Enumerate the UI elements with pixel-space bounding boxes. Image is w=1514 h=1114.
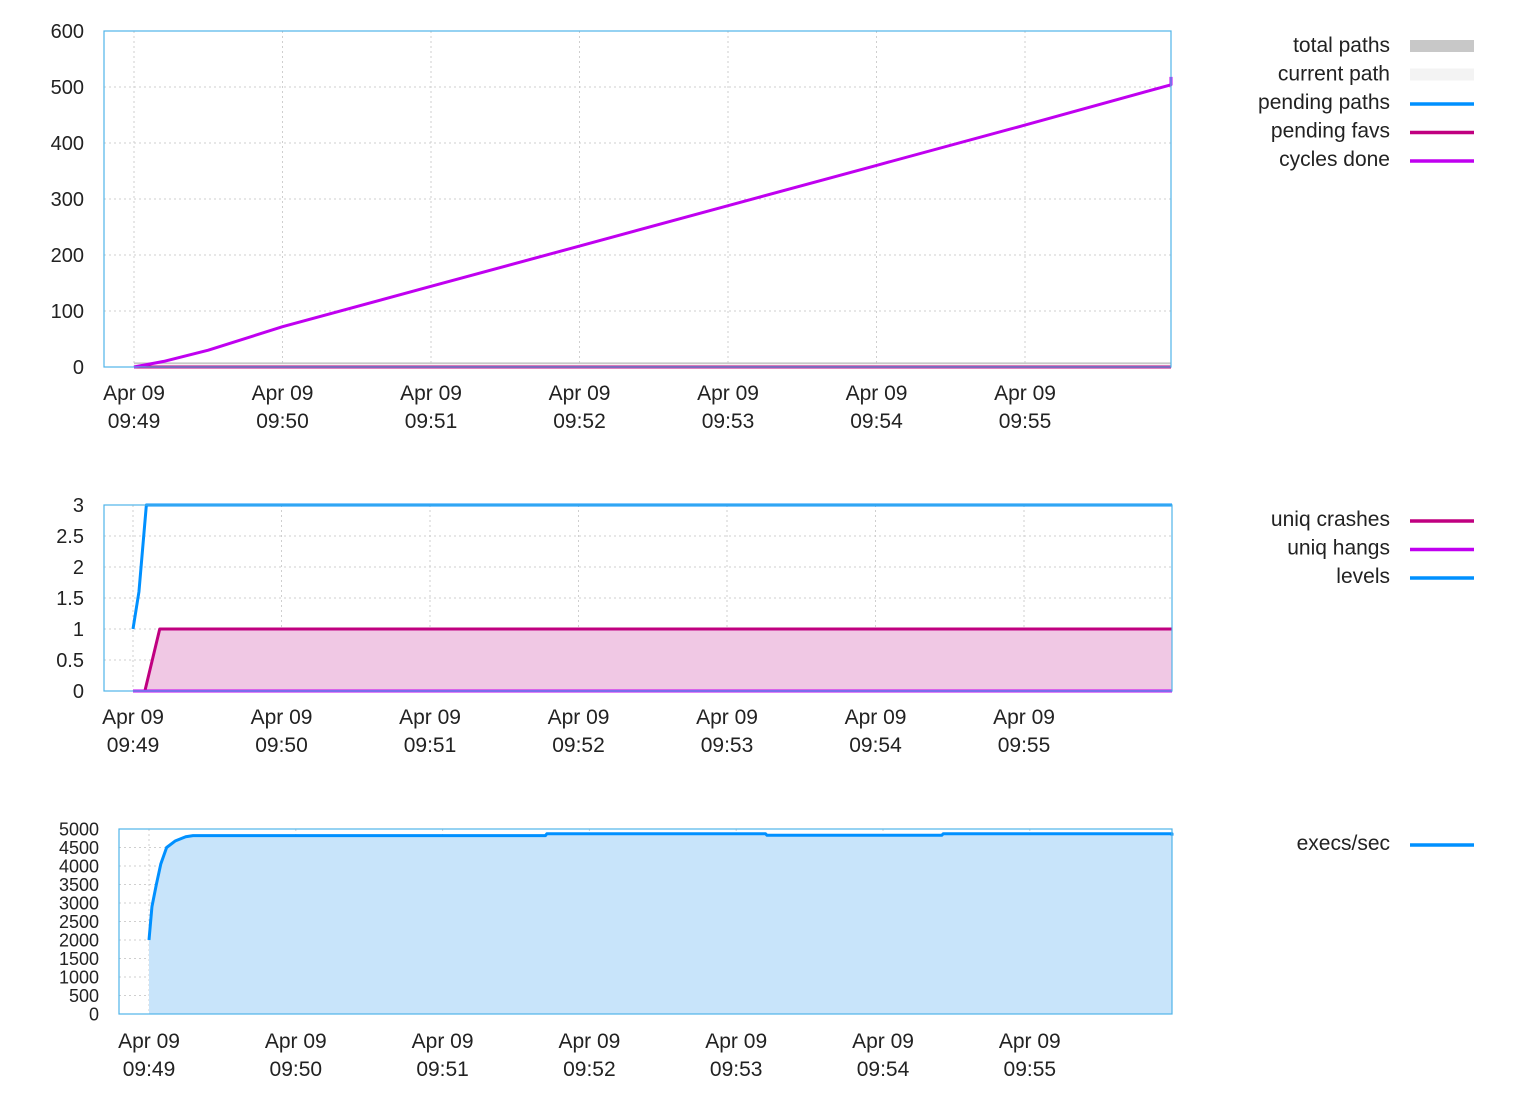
x-tick-label-date: Apr 09 (400, 382, 462, 405)
y-tick-label: 4000 (59, 856, 99, 876)
x-tick-label-time: 09:55 (998, 734, 1051, 757)
x-tick-label-time: 09:49 (123, 1058, 176, 1081)
y-tick-label: 2.5 (56, 526, 84, 548)
x-tick-label-time: 09:53 (701, 734, 754, 757)
x-tick-label-date: Apr 09 (999, 1030, 1061, 1053)
series-0-line (147, 832, 1174, 941)
x-tick-label-time: 09:54 (857, 1058, 910, 1081)
y-tick-label: 4500 (59, 838, 99, 858)
legend-label: total paths (1293, 34, 1390, 57)
legend-label: execs/sec (1297, 832, 1390, 855)
x-tick-label-time: 09:53 (702, 410, 755, 433)
legend-swatch (1410, 68, 1474, 81)
y-tick-label: 2 (73, 557, 84, 579)
plot-frame (118, 828, 1173, 1015)
y-tick-label: 300 (51, 189, 84, 211)
x-tick-label-time: 09:51 (405, 410, 458, 433)
y-tick-label: 3500 (59, 875, 99, 895)
y-tick-label: 500 (69, 986, 99, 1006)
x-tick-label-date: Apr 09 (845, 706, 907, 729)
y-tick-label: 200 (51, 245, 84, 267)
x-tick-label-time: 09:49 (108, 410, 161, 433)
y-tick-label: 5000 (59, 819, 99, 839)
x-tick-label-time: 09:51 (404, 734, 457, 757)
x-tick-label-time: 09:53 (710, 1058, 763, 1081)
legend-label: current path (1278, 63, 1390, 86)
y-tick-label: 1 (73, 619, 84, 641)
y-tick-label: 100 (51, 301, 84, 323)
x-tick-label-time: 09:51 (416, 1058, 469, 1081)
legend-label: pending paths (1258, 91, 1390, 114)
legend-label: cycles done (1279, 148, 1390, 171)
x-tick-label-date: Apr 09 (399, 706, 461, 729)
y-tick-label: 3000 (59, 893, 99, 913)
x-tick-label-date: Apr 09 (252, 382, 314, 405)
y-tick-label: 600 (51, 21, 84, 43)
y-tick-label: 1000 (59, 967, 99, 987)
x-tick-label-time: 09:49 (107, 734, 160, 757)
x-tick-label-time: 09:50 (255, 734, 308, 757)
x-tick-label-date: Apr 09 (102, 706, 164, 729)
x-tick-label-date: Apr 09 (251, 706, 313, 729)
x-tick-label-date: Apr 09 (265, 1030, 327, 1053)
series-4-line (133, 76, 1173, 369)
x-tick-label-time: 09:52 (552, 734, 605, 757)
x-tick-label-date: Apr 09 (118, 1030, 180, 1053)
x-tick-label-date: Apr 09 (852, 1030, 914, 1053)
x-tick-label-time: 09:55 (999, 410, 1052, 433)
x-tick-label-time: 09:50 (256, 410, 309, 433)
chart-1: 0 100 200 300 400 500 600 Apr 09 09:49 Apr 09 09:5… (51, 21, 1474, 433)
x-tick-label-time: 09:52 (553, 410, 606, 433)
legend-label: levels (1336, 565, 1390, 588)
x-tick-label-date: Apr 09 (558, 1030, 620, 1053)
x-tick-label-date: Apr 09 (705, 1030, 767, 1053)
x-tick-label-date: Apr 09 (993, 706, 1055, 729)
x-tick-label-date: Apr 09 (697, 382, 759, 405)
y-tick-label: 0.5 (56, 650, 84, 672)
legend-label: uniq hangs (1287, 537, 1390, 560)
chart-2: 0 0.5 1 1.5 2 2.5 3 Apr 09 09:49 Apr 09 09:50 Apr 0… (56, 495, 1474, 757)
x-tick-label-date: Apr 09 (846, 382, 908, 405)
y-tick-label: 0 (89, 1004, 99, 1024)
y-tick-label: 0 (73, 357, 84, 379)
series-0-fill (133, 629, 1172, 691)
plot-frame (103, 30, 1172, 368)
y-tick-label: 2000 (59, 930, 99, 950)
series-0-fill (149, 833, 1172, 1014)
plot-frame (103, 504, 1173, 692)
y-tick-label: 3 (73, 495, 84, 517)
x-tick-label-date: Apr 09 (103, 382, 165, 405)
x-tick-label-date: Apr 09 (549, 382, 611, 405)
y-tick-label: 500 (51, 77, 84, 99)
chart-3: 0500100015002000250030003500400045005000… (59, 819, 1474, 1081)
legend-label: pending favs (1271, 120, 1390, 143)
x-tick-label-date: Apr 09 (412, 1030, 474, 1053)
x-tick-label-date: Apr 09 (994, 382, 1056, 405)
legend-swatch (1410, 40, 1474, 52)
y-tick-label: 0 (73, 681, 84, 703)
y-tick-label: 2500 (59, 912, 99, 932)
y-tick-label: 1500 (59, 949, 99, 969)
x-tick-label-time: 09:52 (563, 1058, 616, 1081)
x-tick-label-time: 09:55 (1004, 1058, 1057, 1081)
x-tick-label-date: Apr 09 (696, 706, 758, 729)
x-tick-label-time: 09:50 (270, 1058, 323, 1081)
legend-label: uniq crashes (1271, 508, 1390, 531)
x-tick-label-time: 09:54 (849, 734, 902, 757)
y-tick-label: 400 (51, 133, 84, 155)
x-tick-label-time: 09:54 (850, 410, 903, 433)
plot-area (104, 31, 1171, 367)
x-tick-label-date: Apr 09 (548, 706, 610, 729)
y-tick-label: 1.5 (56, 588, 84, 610)
